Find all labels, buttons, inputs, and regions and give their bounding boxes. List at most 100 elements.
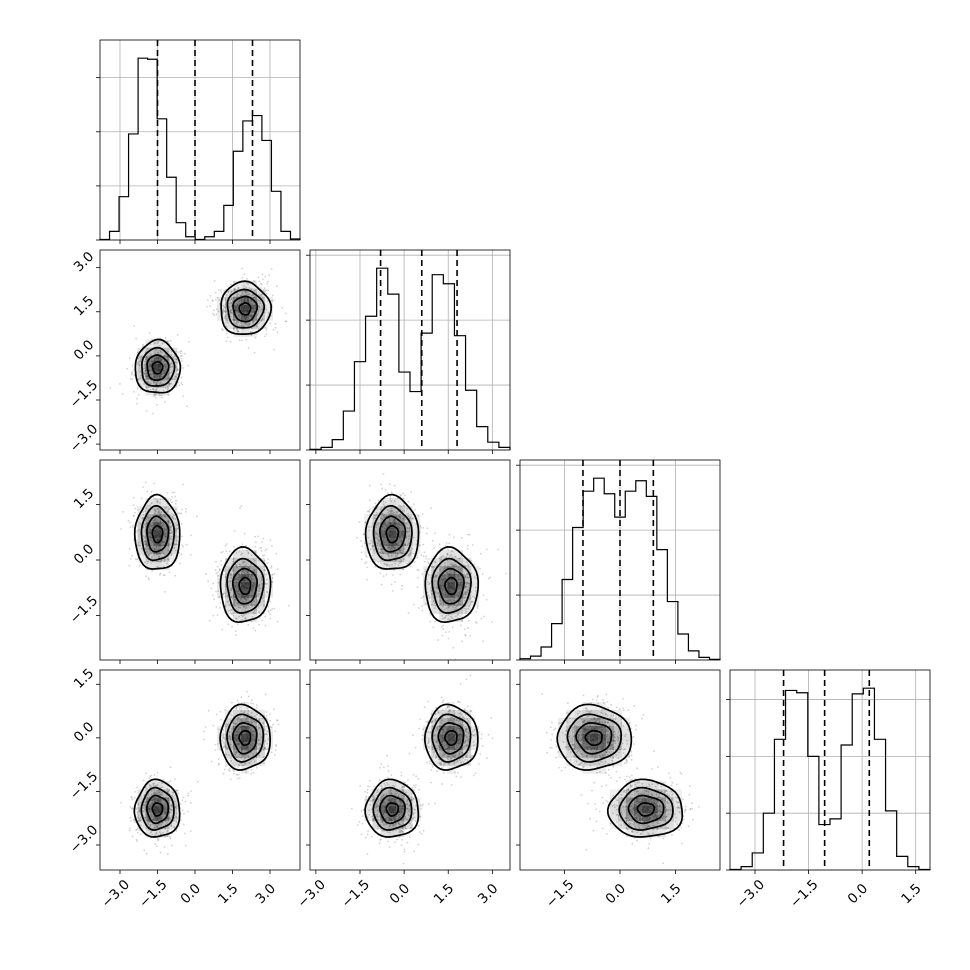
contour-3-2-0-2	[627, 794, 665, 825]
panel-1-0: −3.0 −1.5 0.0 1.5 3.0	[67, 249, 301, 456]
tick-label-x-1-1: −1.5	[339, 877, 373, 911]
tick-label-y-2-0: −1.5	[67, 593, 101, 627]
contour-3-1-0-3	[385, 802, 400, 817]
tick-label-x-1-2: 0.0	[387, 881, 414, 908]
contour-1-0-1-1	[226, 288, 266, 329]
tick-label-x-0-2: 0.0	[178, 881, 205, 908]
panel-frame-2-2	[519, 459, 721, 661]
tick-label-y-1-3: 1.5	[71, 293, 98, 320]
panel-3-2: −1.5 0.0 1.5	[516, 669, 721, 911]
histogram-step-3	[729, 687, 931, 871]
panel-3-3: −3.0 −1.5 0.0 1.5	[726, 669, 931, 911]
contour-3-1-1-0	[423, 703, 479, 771]
tick-label-x-2-0: −1.5	[543, 877, 577, 911]
contour-3-1-0-0	[364, 778, 420, 838]
contour-3-1-0-2	[379, 794, 406, 825]
tick-label-y-3-0: −3.0	[67, 822, 101, 856]
tick-label-y-2-1: 0.0	[71, 541, 98, 568]
contour-2-0-1-0	[219, 546, 272, 624]
tick-label-x-3-1: −1.5	[787, 877, 821, 911]
contour-2-1-1-3	[444, 576, 458, 596]
contour-2-1-0-1	[372, 504, 413, 562]
contour-3-0-0-1	[140, 786, 175, 831]
contour-1-0-1-2	[232, 295, 259, 323]
contour-3-1-1-1	[431, 713, 472, 763]
density-3-0	[120, 690, 280, 856]
histogram-step-2	[519, 477, 721, 660]
tick-label-x-3-0: −3.0	[734, 877, 768, 911]
panel-frame-2-1	[309, 459, 511, 661]
contour-3-0-0-2	[146, 794, 170, 825]
contour-3-2-1-1	[566, 713, 623, 763]
panel-2-2	[516, 459, 721, 664]
panel-frame-3-0	[99, 669, 301, 871]
density-3-2	[541, 693, 700, 865]
contour-3-0-1-2	[231, 722, 258, 755]
panel-2-0: −1.5 0.0 1.5	[67, 459, 301, 664]
tick-label-x-2-1: 0.0	[603, 881, 630, 908]
tick-label-y-1-0: −3.0	[67, 421, 101, 455]
contour-2-1-0-0	[364, 493, 420, 570]
density-2-1	[356, 473, 507, 660]
contour-3-2-0-1	[618, 786, 674, 831]
contour-3-2-1-2	[575, 722, 613, 755]
panel-3-0: −3.0−1.50.01.5−3.0 −1.5 0.0 1.5 3.0	[67, 665, 301, 911]
contour-1-0-0-0	[134, 338, 182, 394]
tick-label-x-3-2: 0.0	[845, 881, 872, 908]
panel-frame-0-0	[99, 39, 301, 241]
tick-label-x-0-4: 3.0	[253, 881, 280, 908]
histogram-step-1	[309, 267, 511, 450]
density-cells-3-1-1	[423, 701, 480, 774]
tick-label-x-1-0: −3.0	[294, 877, 328, 911]
contour-3-1-0-1	[372, 786, 413, 831]
contour-3-2-1-3	[584, 729, 603, 747]
density-3-1	[350, 674, 494, 865]
tick-label-x-1-4: 3.0	[475, 881, 502, 908]
contour-2-0-0-1	[140, 504, 176, 562]
tick-label-y-1-2: 0.0	[71, 337, 98, 364]
tick-label-x-0-3: 1.5	[215, 881, 242, 908]
tick-label-x-3-3: 1.5	[898, 881, 925, 908]
contour-2-1-1-2	[437, 567, 465, 605]
panel-1-1	[306, 249, 511, 454]
contour-2-0-0-0	[133, 493, 181, 570]
contour-1-0-0-1	[141, 346, 176, 387]
contour-3-1-1-3	[444, 729, 458, 747]
contour-3-0-0-0	[133, 778, 181, 838]
contour-2-0-0-3	[151, 524, 164, 544]
contour-3-2-0-0	[606, 778, 684, 838]
contour-3-0-1-1	[226, 713, 265, 763]
tick-label-x-1-3: 1.5	[431, 881, 458, 908]
contour-3-2-0-3	[636, 802, 656, 817]
histogram-step-0	[99, 57, 301, 241]
panel-frame-1-1	[309, 249, 511, 451]
tick-label-y-1-1: −1.5	[67, 377, 101, 411]
density-cells-3-0-1	[217, 701, 273, 774]
panel-2-1	[306, 459, 511, 664]
density-1-0	[109, 267, 288, 415]
tick-label-x-0-0: −3.0	[99, 877, 133, 911]
tick-label-x-2-2: 1.5	[658, 881, 685, 908]
contour-2-0-1-2	[231, 567, 258, 605]
contour-1-0-0-3	[151, 360, 164, 375]
contour-1-0-1-3	[238, 301, 252, 316]
panel-frame-3-2	[519, 669, 721, 871]
panel-frame-2-0	[99, 459, 301, 661]
contour-3-2-1-0	[556, 703, 633, 771]
tick-label-y-1-4: 3.0	[71, 249, 98, 276]
contour-2-0-1-3	[238, 576, 252, 596]
tick-label-y-2-2: 1.5	[71, 486, 98, 513]
contour-2-1-0-3	[385, 524, 400, 544]
density-cells-2-0-0	[137, 498, 178, 571]
contour-3-1-1-2	[437, 722, 465, 755]
panel-3-1: −3.0 −1.5 0.0 1.5 3.0	[294, 669, 511, 911]
contour-2-0-0-2	[146, 515, 170, 553]
panel-frame-1-0	[99, 249, 301, 451]
contour-3-0-1-0	[219, 703, 271, 771]
contour-1-0-1-0	[220, 280, 273, 335]
tick-label-y-3-3: 1.5	[71, 665, 98, 692]
contour-2-1-1-0	[424, 546, 480, 624]
contour-1-0-0-2	[146, 354, 170, 381]
contour-3-0-0-3	[151, 802, 164, 817]
